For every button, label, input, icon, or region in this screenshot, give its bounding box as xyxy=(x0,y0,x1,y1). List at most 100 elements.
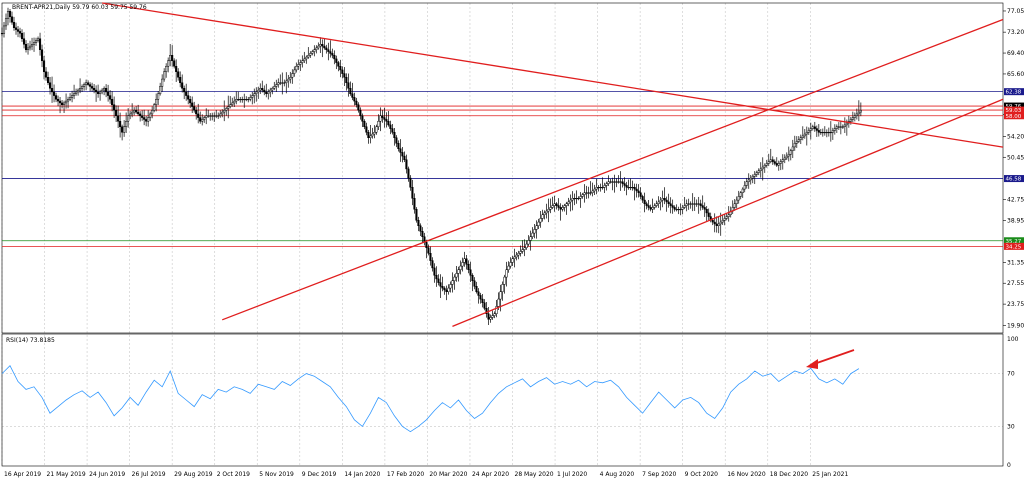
candle-body xyxy=(801,135,804,139)
candle-body xyxy=(449,284,452,289)
candle-body xyxy=(369,135,372,139)
y-tick-label: 77.05 xyxy=(1007,8,1024,15)
candle-body xyxy=(775,163,778,166)
candle-body xyxy=(725,216,728,219)
candle-body xyxy=(301,60,304,63)
candle-body xyxy=(187,95,190,100)
candle-body xyxy=(601,187,604,189)
candle-body xyxy=(677,209,680,211)
candle-body xyxy=(589,192,592,194)
candle-body xyxy=(327,49,330,52)
candle-body xyxy=(293,69,296,74)
price-tag-box xyxy=(1004,102,1024,110)
candle-body xyxy=(857,111,860,115)
candle-body xyxy=(359,110,362,116)
candle-body xyxy=(311,51,314,54)
candle-body xyxy=(795,141,798,144)
candle-body xyxy=(151,110,154,115)
candle-body xyxy=(733,203,736,208)
candle-body xyxy=(249,97,252,100)
candle-body xyxy=(365,126,368,133)
candle-body xyxy=(567,201,570,205)
candle-body xyxy=(137,111,140,115)
candle-body xyxy=(595,187,598,190)
candle-body xyxy=(735,199,738,204)
candle-body xyxy=(119,121,122,127)
candle-body xyxy=(693,203,696,205)
x-tick-label: 28 May 2020 xyxy=(515,471,554,478)
candle-body xyxy=(649,207,652,210)
candle-body xyxy=(401,152,404,157)
candle-body xyxy=(715,223,718,227)
candle-body xyxy=(93,88,96,91)
candle-body xyxy=(531,232,534,237)
candle-body xyxy=(495,306,498,314)
candle-body xyxy=(69,97,72,100)
y-tick-label: 27.55 xyxy=(1007,280,1024,287)
candle-body xyxy=(95,89,98,93)
price-tag-box xyxy=(1004,242,1024,250)
candle-body xyxy=(591,190,594,194)
candle-body xyxy=(653,205,656,208)
candle-body xyxy=(149,113,152,118)
candle-body xyxy=(559,207,562,210)
candle-body xyxy=(763,165,766,168)
candle-body xyxy=(61,102,64,105)
candle-body xyxy=(255,91,258,94)
price-panel-frame xyxy=(1,2,1004,334)
x-tick-label: 14 Jan 2020 xyxy=(344,471,380,478)
candle-body xyxy=(287,78,290,82)
candle-body xyxy=(155,99,158,105)
candle-body xyxy=(503,276,506,285)
candle-body xyxy=(0,33,4,35)
candle-body xyxy=(291,73,294,78)
candle-body xyxy=(581,194,584,197)
candle-body xyxy=(673,207,676,210)
candle-body xyxy=(631,187,634,189)
candle-body xyxy=(343,73,346,78)
candle-body xyxy=(755,172,758,175)
candle-body xyxy=(285,80,288,83)
candle-body xyxy=(167,60,170,67)
candle-body xyxy=(385,119,388,122)
candle-body xyxy=(34,40,38,43)
candle-body xyxy=(217,115,220,117)
candle-body xyxy=(81,86,84,89)
candle-body xyxy=(791,146,794,151)
candle-body xyxy=(6,11,10,19)
candle-body xyxy=(637,190,640,194)
candle-body xyxy=(429,253,432,261)
candle-body xyxy=(425,242,428,248)
candle-body xyxy=(159,86,162,94)
candle-body xyxy=(331,53,334,56)
candle-body xyxy=(231,102,234,105)
candle-body xyxy=(837,126,840,128)
candle-body xyxy=(173,60,176,67)
candle-body xyxy=(509,262,512,267)
candle-body xyxy=(703,207,706,210)
candle-body xyxy=(91,86,94,89)
rsi-tick-label: 30 xyxy=(1007,423,1015,430)
candle-body xyxy=(103,88,106,91)
candle-body xyxy=(347,82,350,89)
candle-body xyxy=(853,115,856,118)
rsi-title: RSI(14) 73.8185 xyxy=(6,337,55,344)
candle-body xyxy=(349,88,352,94)
candle-body xyxy=(501,284,504,292)
candle-body xyxy=(2,25,6,34)
candle-body xyxy=(683,205,686,208)
candle-body xyxy=(177,71,180,78)
candle-body xyxy=(141,115,144,118)
candle-body xyxy=(239,99,242,101)
candle-body xyxy=(843,124,846,127)
candle-body xyxy=(667,201,670,205)
candle-body xyxy=(14,27,18,30)
candle-body xyxy=(225,108,228,111)
candle-body xyxy=(99,91,102,94)
candle-body xyxy=(115,110,118,116)
candle-body xyxy=(181,82,184,89)
candle-body xyxy=(747,179,750,183)
rsi-panel-frame xyxy=(1,333,1004,467)
candle-body xyxy=(245,99,248,101)
candle-body xyxy=(399,148,402,153)
